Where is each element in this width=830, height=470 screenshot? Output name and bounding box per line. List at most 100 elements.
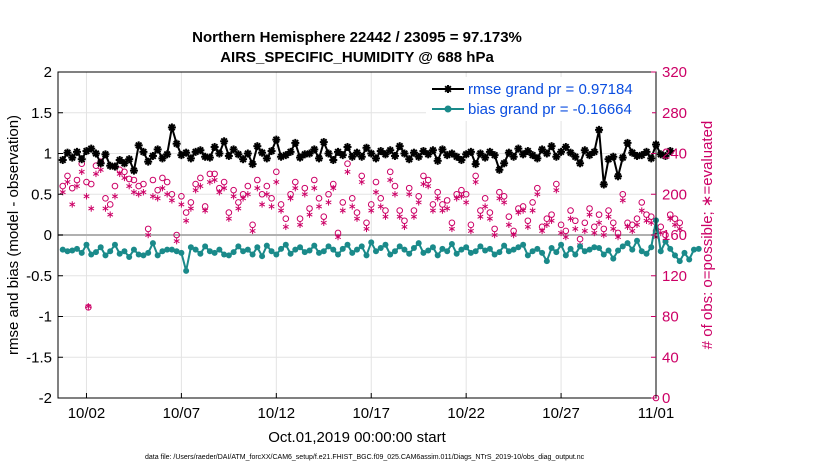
rmse-point-core bbox=[516, 146, 521, 151]
rmse-point-core bbox=[473, 161, 478, 167]
bias-series bbox=[59, 217, 702, 274]
rmse-point bbox=[357, 152, 366, 161]
rmse-point bbox=[82, 147, 91, 156]
evaluated-obs-marker bbox=[221, 184, 228, 192]
x-tick-label: 10/02 bbox=[68, 405, 106, 422]
possible-obs-marker bbox=[159, 174, 166, 182]
rmse-point-core bbox=[558, 149, 564, 155]
rmse-point bbox=[125, 155, 134, 164]
evaluated-obs-marker-stroke bbox=[410, 214, 417, 219]
bias-point bbox=[354, 246, 360, 253]
bias-point bbox=[505, 248, 512, 255]
right-y-tick-label: 280 bbox=[662, 105, 687, 122]
bias-point bbox=[164, 246, 171, 253]
possible-obs-marker bbox=[367, 201, 375, 208]
evaluated-obs-marker bbox=[126, 182, 133, 190]
rmse-point-core bbox=[449, 151, 455, 156]
bias-point bbox=[434, 252, 441, 259]
bias-point bbox=[206, 248, 213, 255]
rmse-point-core bbox=[60, 157, 65, 163]
bias-point bbox=[92, 249, 99, 256]
bias-point bbox=[173, 248, 180, 255]
possible-obs-marker bbox=[600, 225, 608, 233]
evaluated-obs-marker bbox=[600, 231, 607, 239]
rmse-point-core bbox=[525, 148, 531, 154]
evaluated-obs-marker-stroke bbox=[102, 206, 109, 211]
possible-obs-marker bbox=[391, 182, 399, 190]
evaluated-obs-marker-stroke bbox=[377, 204, 384, 209]
evaluated-obs-marker bbox=[287, 195, 294, 202]
evaluated-obs-marker bbox=[159, 184, 166, 192]
possible-obs-marker bbox=[220, 178, 228, 186]
rmse-point bbox=[87, 144, 96, 153]
bias-point bbox=[420, 249, 427, 256]
possible-obs-marker bbox=[249, 221, 256, 229]
bias-point bbox=[667, 245, 674, 252]
bias-point bbox=[391, 248, 398, 255]
rmse-point-core bbox=[539, 147, 545, 152]
evaluated-obs-marker bbox=[92, 170, 99, 178]
possible-obs-marker bbox=[87, 180, 95, 188]
rmse-point bbox=[371, 154, 380, 163]
evaluated-obs-marker bbox=[140, 189, 147, 196]
bias-point bbox=[64, 248, 71, 255]
evaluated-obs-marker bbox=[548, 217, 555, 224]
possible-obs-marker bbox=[315, 195, 323, 202]
evaluated-obs-marker-stroke bbox=[534, 192, 541, 197]
bias-point bbox=[634, 237, 641, 244]
rmse-point-core bbox=[615, 174, 621, 179]
evaluated-obs-marker bbox=[458, 193, 465, 200]
rmse-point-core bbox=[269, 148, 274, 154]
evaluated-obs-marker-stroke bbox=[605, 214, 612, 219]
bias-point bbox=[486, 245, 493, 252]
evaluated-obs-marker bbox=[334, 233, 342, 241]
rmse-point bbox=[144, 157, 153, 166]
rmse-point-core bbox=[122, 161, 127, 166]
bias-point bbox=[339, 245, 346, 252]
evaluated-obs-marker-stroke bbox=[88, 206, 95, 211]
left-y-tick-label: -1.5 bbox=[26, 349, 52, 366]
evaluated-obs-marker-stroke bbox=[259, 202, 266, 207]
evaluated-obs-marker bbox=[88, 205, 95, 212]
possible-obs-marker bbox=[486, 209, 494, 216]
evaluated-obs-marker-stroke bbox=[59, 190, 66, 195]
rmse-point bbox=[661, 151, 670, 160]
rmse-point bbox=[547, 142, 556, 151]
rmse-point-core bbox=[649, 156, 654, 161]
bias-point bbox=[657, 248, 664, 255]
evaluated-obs-marker-stroke bbox=[64, 179, 71, 185]
possible-obs-marker bbox=[192, 180, 199, 188]
evaluated-obs-marker bbox=[396, 213, 403, 220]
rmse-point-core bbox=[388, 148, 393, 153]
possible-obs-marker bbox=[405, 184, 413, 192]
rmse-point bbox=[580, 146, 589, 155]
rmse-point bbox=[167, 123, 176, 132]
rmse-point bbox=[433, 156, 442, 165]
rmse-point bbox=[110, 162, 119, 171]
possible-obs-marker bbox=[64, 172, 71, 180]
bias-point bbox=[111, 241, 118, 248]
rmse-point bbox=[647, 154, 656, 163]
right-y-tick-label: 120 bbox=[662, 268, 687, 285]
evaluated-obs-marker-stroke bbox=[439, 208, 446, 213]
bias-point bbox=[515, 244, 522, 251]
rmse-point-core bbox=[625, 140, 630, 146]
evaluated-obs-marker-stroke bbox=[83, 194, 90, 199]
left-y-tick-label: 1 bbox=[44, 146, 52, 163]
possible-obs-marker bbox=[377, 195, 385, 202]
evaluated-obs-marker-stroke bbox=[121, 175, 128, 180]
evaluated-obs-marker bbox=[448, 225, 455, 233]
legend-rmse-label: rmse grand pr = 0.97184 bbox=[468, 81, 633, 98]
rmse-point bbox=[338, 151, 347, 160]
evaluated-obs-marker-stroke bbox=[472, 179, 479, 185]
rmse-point-core bbox=[240, 157, 246, 162]
evaluated-obs-marker bbox=[610, 225, 617, 233]
rmse-point-core bbox=[150, 153, 156, 159]
rmse-point-core bbox=[454, 154, 459, 159]
evaluated-obs-marker-stroke bbox=[391, 192, 398, 197]
bias-point bbox=[73, 245, 80, 252]
right-y-axis: 0 40 80 120 160 200 240 280 320 bbox=[651, 64, 687, 407]
evaluated-obs-marker-stroke bbox=[553, 188, 560, 193]
possible-obs-marker bbox=[268, 195, 275, 202]
evaluated-obs-marker-stroke bbox=[202, 208, 209, 213]
